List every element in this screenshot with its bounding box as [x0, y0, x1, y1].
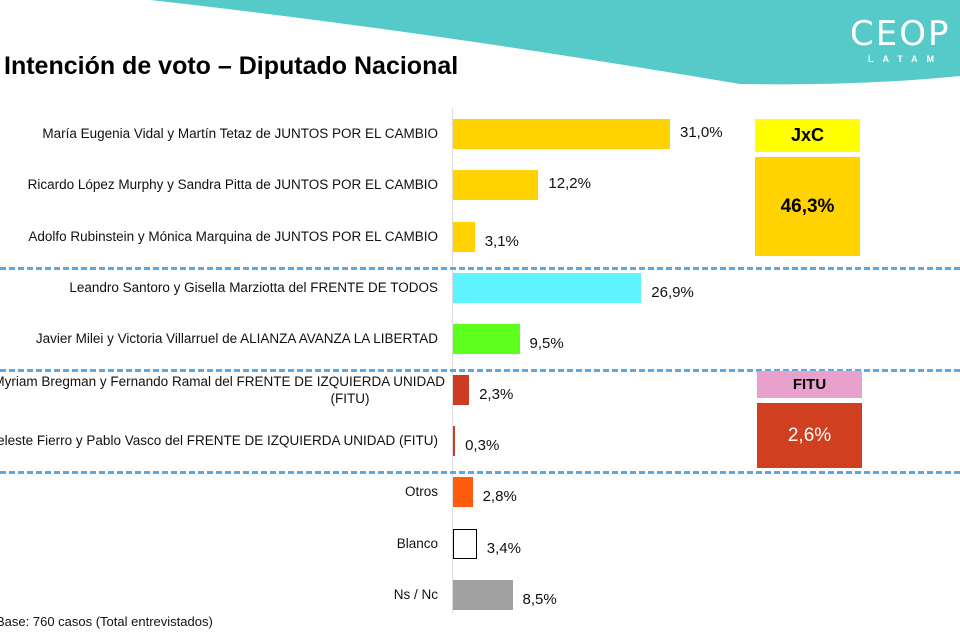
- category-label: Ns / Nc: [393, 587, 438, 602]
- category-label: Celeste Fierro y Pablo Vasco del FRENTE …: [0, 433, 438, 448]
- data-label: 3,1%: [484, 233, 519, 250]
- axis-line: [452, 108, 453, 613]
- category-label: Adolfo Rubinstein y Mónica Marquina de J…: [28, 229, 438, 244]
- bar: [453, 529, 477, 559]
- bar: [453, 375, 470, 405]
- bar: [453, 580, 513, 610]
- bar: [453, 324, 520, 354]
- bar: [453, 170, 539, 200]
- jxc-label: JxC: [755, 119, 860, 152]
- data-label: 2,8%: [482, 488, 517, 505]
- bar: [453, 426, 456, 456]
- data-label: 12,2%: [548, 175, 591, 192]
- fitu-total: 2,6%: [757, 403, 862, 468]
- divider: [0, 267, 960, 270]
- ceop-logo: CEOP: [850, 14, 951, 54]
- fitu-label: FITU: [757, 371, 862, 398]
- divider: [0, 369, 960, 372]
- category-label: Otros: [404, 484, 438, 499]
- data-label: 8,5%: [522, 591, 557, 608]
- data-label: 26,9%: [651, 284, 694, 301]
- category-label: Blanco: [396, 536, 438, 551]
- data-label: 2,3%: [479, 386, 514, 403]
- data-label: 9,5%: [529, 335, 564, 352]
- category-label: María Eugenia Vidal y Martín Tetaz de JU…: [42, 126, 438, 141]
- category-label: Javier Milei y Victoria Villarruel de AL…: [35, 331, 438, 346]
- bar: [453, 477, 473, 507]
- bar: [453, 273, 642, 303]
- logo-subtitle: LATAM: [868, 54, 944, 64]
- category-label: Ricardo López Murphy y Sandra Pitta de J…: [27, 177, 438, 192]
- bar: [453, 119, 670, 149]
- data-label: 3,4%: [486, 540, 521, 557]
- category-label: Myriam Bregman y Fernando Ramal del FREN…: [0, 374, 445, 406]
- footnote: Base: 760 casos (Total entrevistados): [0, 614, 213, 629]
- data-label: 0,3%: [465, 437, 500, 454]
- chart-title: Intención de voto – Diputado Nacional: [4, 52, 459, 80]
- jxc-total: 46,3%: [755, 157, 860, 256]
- bar: [453, 222, 475, 252]
- data-label: 31,0%: [680, 124, 723, 141]
- divider: [0, 471, 960, 474]
- header-band: [150, 0, 960, 85]
- category-label: Leandro Santoro y Gisella Marziotta del …: [69, 280, 438, 295]
